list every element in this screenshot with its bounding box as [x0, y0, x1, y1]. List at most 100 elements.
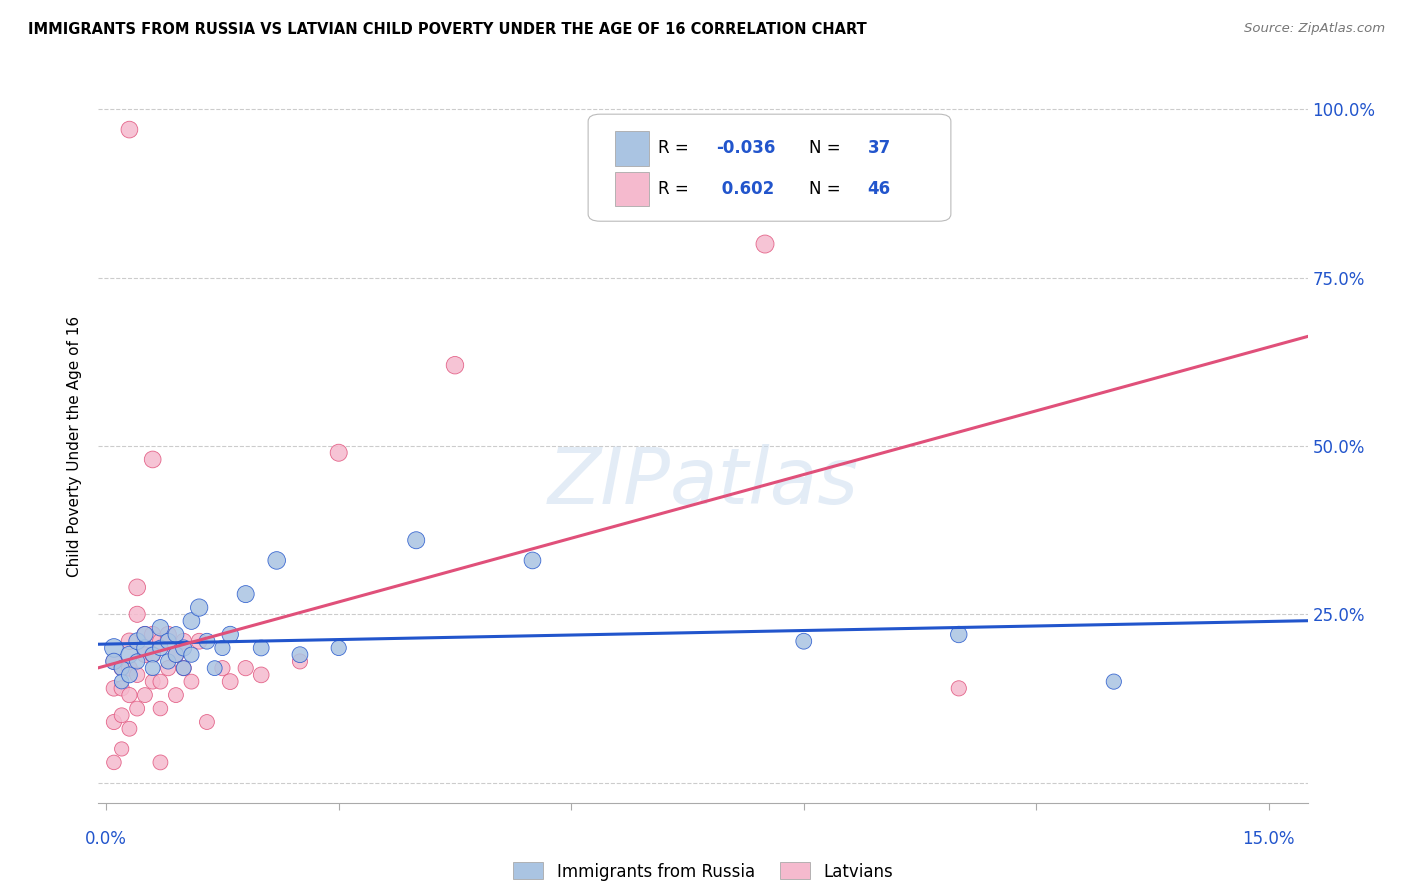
Point [948, 681, 970, 696]
Point [288, 648, 311, 662]
Point [173, 634, 195, 648]
Point [948, 627, 970, 641]
Point [180, 648, 202, 662]
Point [127, 655, 149, 669]
Point [127, 607, 149, 622]
Point [173, 640, 195, 655]
Point [444, 358, 467, 372]
Point [204, 661, 226, 675]
Text: N =: N = [810, 139, 846, 157]
Point [157, 661, 180, 675]
Point [157, 627, 180, 641]
Point [134, 627, 156, 641]
Y-axis label: Child Poverty Under the Age of 16: Child Poverty Under the Age of 16 [67, 316, 83, 576]
Point [149, 674, 172, 689]
Point [266, 553, 288, 567]
Point [149, 701, 172, 715]
Text: IMMIGRANTS FROM RUSSIA VS LATVIAN CHILD POVERTY UNDER THE AGE OF 16 CORRELATION : IMMIGRANTS FROM RUSSIA VS LATVIAN CHILD … [28, 22, 868, 37]
Point [134, 688, 156, 702]
FancyBboxPatch shape [588, 114, 950, 221]
Point [142, 648, 165, 662]
Point [127, 701, 149, 715]
Point [165, 648, 187, 662]
Point [142, 452, 165, 467]
FancyBboxPatch shape [614, 131, 648, 166]
Point [149, 634, 172, 648]
Point [149, 640, 172, 655]
Point [134, 627, 156, 641]
Point [134, 640, 156, 655]
Point [111, 661, 134, 675]
Text: 0.602: 0.602 [716, 180, 775, 198]
Point [118, 688, 141, 702]
Legend: Immigrants from Russia, Latvians: Immigrants from Russia, Latvians [506, 855, 900, 888]
Text: 37: 37 [868, 139, 890, 157]
Point [522, 553, 544, 567]
Point [127, 634, 149, 648]
Point [118, 122, 141, 136]
Point [188, 600, 211, 615]
Text: -0.036: -0.036 [716, 139, 776, 157]
Point [157, 634, 180, 648]
Point [142, 627, 165, 641]
Point [793, 634, 815, 648]
Point [180, 614, 202, 628]
Point [111, 742, 134, 756]
Point [142, 661, 165, 675]
Point [142, 674, 165, 689]
Point [288, 655, 311, 669]
Point [173, 661, 195, 675]
Point [157, 655, 180, 669]
Point [103, 655, 125, 669]
Point [1102, 674, 1125, 689]
Point [250, 640, 273, 655]
Point [111, 661, 134, 675]
Point [127, 668, 149, 682]
Point [118, 634, 141, 648]
Point [111, 708, 134, 723]
Text: 0.0%: 0.0% [86, 830, 127, 847]
Point [118, 661, 141, 675]
Text: R =: R = [658, 139, 695, 157]
Point [103, 756, 125, 770]
Text: R =: R = [658, 180, 695, 198]
Point [103, 655, 125, 669]
Point [165, 688, 187, 702]
Point [211, 661, 233, 675]
Point [165, 627, 187, 641]
Point [103, 640, 125, 655]
Point [211, 640, 233, 655]
Point [188, 634, 211, 648]
FancyBboxPatch shape [614, 172, 648, 206]
Point [149, 756, 172, 770]
Point [328, 446, 350, 460]
Text: Source: ZipAtlas.com: Source: ZipAtlas.com [1244, 22, 1385, 36]
Point [219, 674, 242, 689]
Text: N =: N = [810, 180, 846, 198]
Text: 15.0%: 15.0% [1243, 830, 1295, 847]
Point [180, 674, 202, 689]
Point [127, 580, 149, 594]
Point [111, 681, 134, 696]
Point [195, 634, 218, 648]
Point [118, 668, 141, 682]
Point [165, 648, 187, 662]
Point [149, 621, 172, 635]
Point [173, 661, 195, 675]
Point [142, 648, 165, 662]
Text: ZIPatlas: ZIPatlas [547, 443, 859, 520]
Point [219, 627, 242, 641]
Point [754, 237, 776, 252]
Point [235, 661, 257, 675]
Point [328, 640, 350, 655]
Point [134, 648, 156, 662]
Point [250, 668, 273, 682]
Point [235, 587, 257, 601]
Point [195, 714, 218, 729]
Point [405, 533, 427, 548]
Point [118, 722, 141, 736]
Point [103, 714, 125, 729]
Point [103, 681, 125, 696]
Text: 46: 46 [868, 180, 890, 198]
Point [118, 648, 141, 662]
